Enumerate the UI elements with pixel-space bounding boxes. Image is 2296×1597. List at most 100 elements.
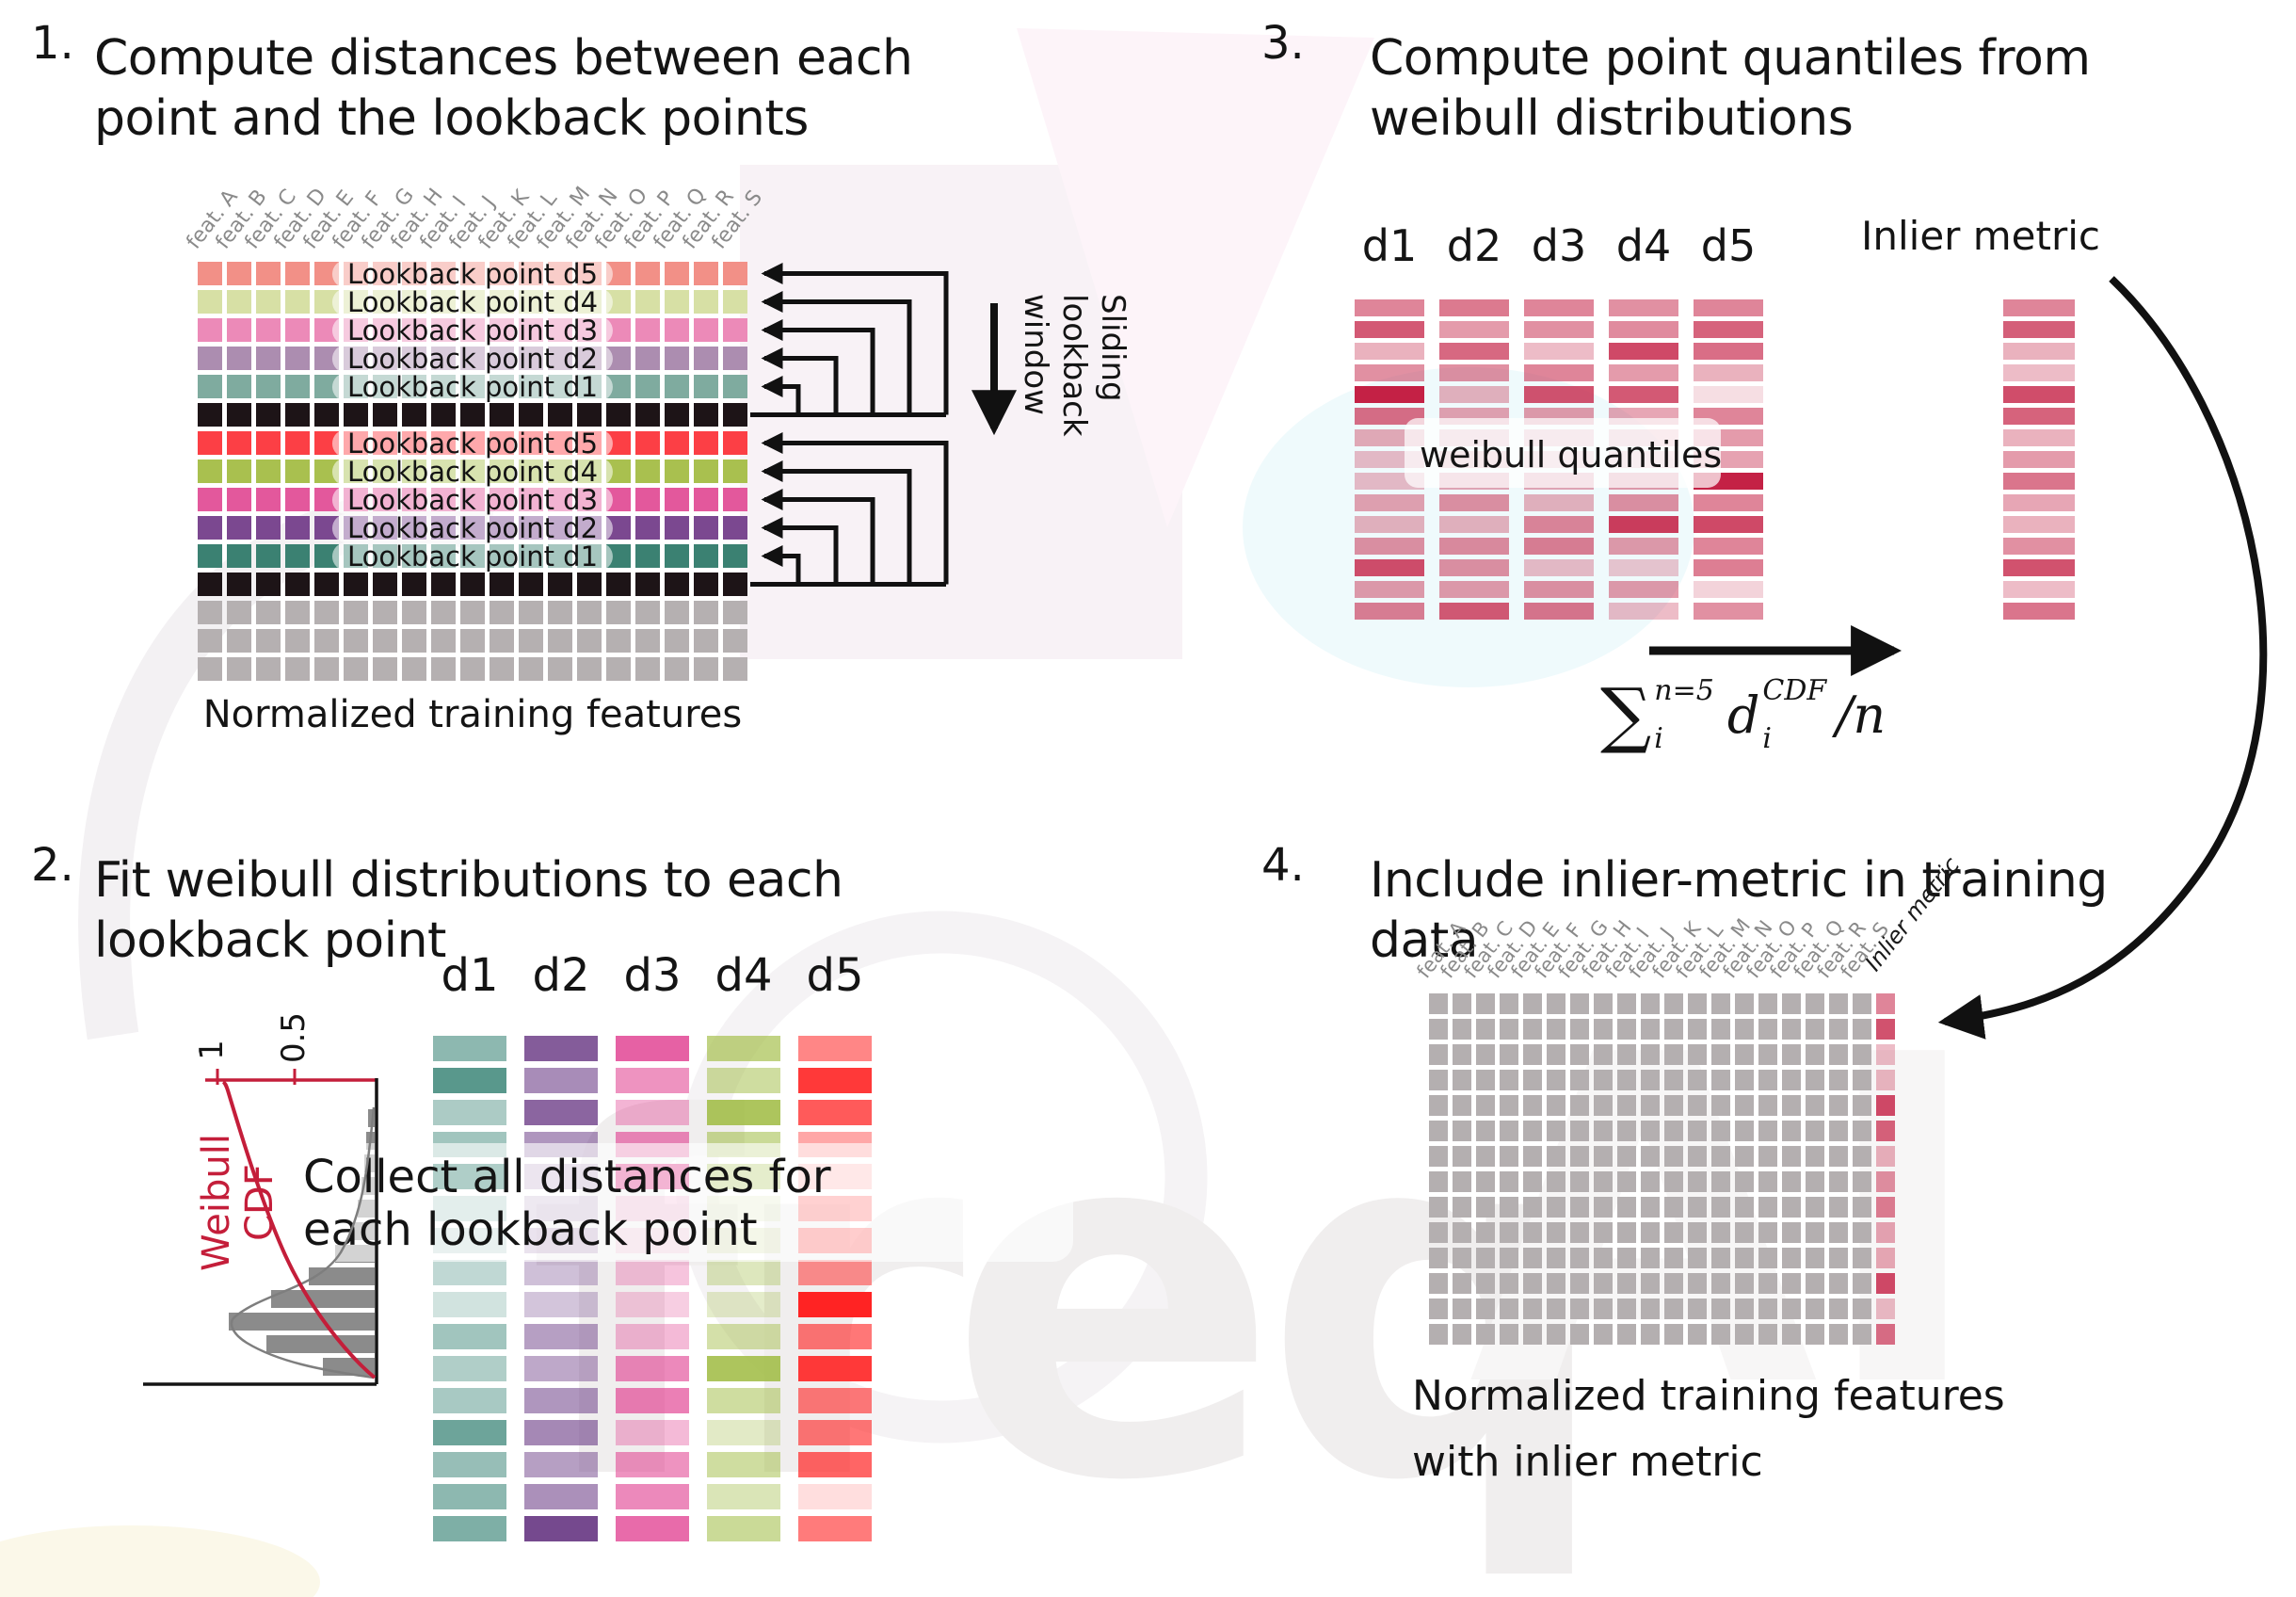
grid4-cell [1829,1171,1848,1192]
grid4-cell [1688,1299,1707,1319]
grid1-cell [519,403,543,427]
inlier-metric-bar [2003,429,2075,446]
step1-title-line2: point and the lookback points [94,90,809,147]
grid4-cell [1782,1044,1801,1065]
quantile-bar [1355,494,1424,511]
grid4-cell [1711,1273,1730,1294]
grid1-cell [227,290,251,314]
grid1-cell [256,629,281,653]
grid4-cell [1641,1019,1660,1040]
grid4-cell [1594,1299,1613,1319]
grid4-cell [1806,1121,1824,1141]
quantile-bar [1355,343,1424,360]
grid1-cell [198,460,222,483]
grid1-cell [723,629,747,653]
grid4-cell [1641,1248,1660,1268]
grid4-cell [1806,1273,1824,1294]
step3-title-line1: Compute point quantiles from [1370,30,2091,87]
grid1-cell [256,573,281,596]
watermark-yellow-blob [0,1525,320,1597]
grid4-cell [1664,1121,1683,1141]
quantile-bar [1524,581,1594,598]
grid1-cell [314,601,339,624]
distance-bar [524,1452,598,1477]
grid4-cell [1806,1019,1824,1040]
grid4-caption-line2: with inlier metric [1412,1438,1763,1486]
grid4-cell [1641,1222,1660,1243]
grid4-cell [1711,1070,1730,1090]
grid4-cell [1523,993,1542,1014]
grid4-cell [1453,1324,1471,1345]
quantile-bar [1694,321,1763,338]
quantile-bar [1524,364,1594,381]
grid1-cell [256,431,281,455]
grid4-cell [1523,1146,1542,1167]
grid1-cell [606,403,631,427]
grid1-cell [198,544,222,568]
step2-header-d3: d3 [623,949,682,1002]
grid4-cell [1735,1044,1754,1065]
quantile-bar [1439,516,1509,533]
grid1-cell [256,657,281,681]
grid4-cell [1453,1197,1471,1218]
step2-distance-columns [433,1036,872,1549]
distance-bar [524,1068,598,1093]
distance-bar [433,1388,506,1413]
grid1-cell [373,657,397,681]
grid4-cell [1735,993,1754,1014]
grid1-caption: Normalized training features [202,693,743,736]
quantile-bar [1694,559,1763,576]
step2-overlay-pill [282,1143,1073,1262]
grid4-cell [1453,1273,1471,1294]
inlier-metric-bar [2003,451,2075,468]
bracket1-arrow-d5 [761,263,949,415]
grid1-cell [373,403,397,427]
grid4-cell [1829,1197,1848,1218]
step3-overlay-pill [1405,418,1721,488]
cdf-tick-05: 0.5 [275,1011,313,1064]
distance-bar [524,1260,598,1285]
grid4-cell [1806,1070,1824,1090]
lookback-row-label: Lookback point d3 [331,316,614,345]
distance-bar [798,1516,872,1541]
quantile-bar [1439,581,1509,598]
grid4-cell [1688,1222,1707,1243]
grid1-cell [256,318,281,342]
grid4-cell [1594,1324,1613,1345]
grid1-cell [490,403,514,427]
quantile-bar [1694,538,1763,555]
grid1-cell [256,375,281,398]
formula-tail: /n [1836,685,1887,745]
grid4-cell [1570,1070,1589,1090]
grid4-cell [1853,1197,1871,1218]
grid4-cell [1476,1044,1495,1065]
grid4-cell [1617,993,1636,1014]
grid1-cell [694,290,718,314]
step3-number: 3. [1261,17,1305,70]
quantile-bar [1694,364,1763,381]
grid4-cell [1829,993,1848,1014]
bracket2-arrow-d4 [761,460,912,585]
grid1-cell [227,403,251,427]
quantile-bar [1439,494,1509,511]
inlier-metric-bar [2003,538,2075,555]
grid4-cell [1617,1171,1636,1192]
grid1-cell [373,629,397,653]
formula-var: d [1726,685,1760,745]
grid4-cell [1711,1222,1730,1243]
grid4-cell [1570,1197,1589,1218]
grid4-cell [1570,1299,1589,1319]
distance-bar [524,1516,598,1541]
quantile-bar [1439,603,1509,620]
grid1-cell [723,544,747,568]
grid1-cell [285,375,310,398]
grid4-cell [1617,1146,1636,1167]
grid4-cell [1547,1019,1565,1040]
grid4-cell [1617,1095,1636,1116]
grid4-cell [1617,1019,1636,1040]
distance-bar [616,1036,689,1061]
grid4-inlier-cell [1876,1121,1895,1141]
grid4-cell [1782,1019,1801,1040]
quantile-bar [1609,299,1678,316]
distance-bar [798,1068,872,1093]
